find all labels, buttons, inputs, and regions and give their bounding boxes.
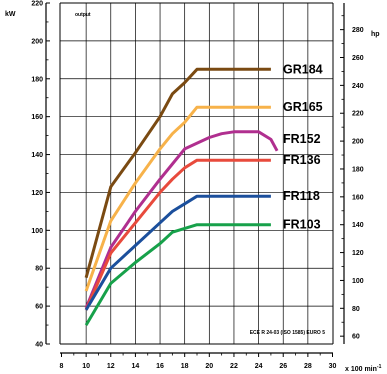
bottom-tick-label-10: 10: [82, 363, 90, 370]
right-tick-label-120: 120: [352, 250, 364, 257]
left-tick-label-120: 120: [31, 190, 43, 197]
standard-footnote: ECE R 24-03 (ISO 1585) EURO 5: [250, 330, 326, 336]
right-tick-label-220: 220: [352, 111, 364, 118]
right-tick-label-180: 180: [352, 166, 364, 173]
right-tick-label-260: 260: [352, 55, 364, 62]
bottom-tick-label-8: 8: [60, 363, 64, 370]
right-tick-label-200: 200: [352, 139, 364, 146]
left-tick-label-100: 100: [31, 228, 43, 235]
right-tick-label-80: 80: [352, 306, 360, 313]
series-label-fr152: FR152: [283, 132, 321, 146]
right-tick-label-280: 280: [352, 27, 364, 34]
output-annotation: output: [75, 12, 91, 18]
bottom-tick-label-30: 30: [329, 363, 337, 370]
series-line-gr165: [84, 105, 271, 292]
left-tick-label-220: 220: [31, 1, 43, 8]
right-tick-label-240: 240: [352, 83, 364, 90]
x-axis-unit: x 100 min-1: [345, 364, 382, 373]
series-label-fr103: FR103: [283, 218, 321, 232]
series-line-fr152: [84, 130, 279, 309]
left-axis-unit: kW: [5, 11, 16, 18]
left-tick-label-60: 60: [35, 304, 43, 311]
left-tick-label-80: 80: [35, 266, 43, 273]
bottom-tick-label-28: 28: [304, 363, 312, 370]
x-axis-unit-prefix: x 100 min: [345, 366, 377, 373]
right-tick-label-100: 100: [352, 278, 364, 285]
x-axis-unit-sup: -1: [377, 364, 382, 370]
right-tick-label-160: 160: [352, 194, 364, 201]
left-tick-label-160: 160: [31, 114, 43, 121]
bottom-tick-label-16: 16: [156, 363, 164, 370]
bottom-tick-label-24: 24: [255, 363, 263, 370]
series-line-fr136: [84, 158, 271, 311]
left-tick-label-40: 40: [35, 342, 43, 349]
bottom-tick-label-12: 12: [107, 363, 115, 370]
right-tick-label-140: 140: [352, 222, 364, 229]
series-label-fr118: FR118: [283, 189, 320, 203]
left-tick-label-180: 180: [31, 76, 43, 83]
series-lines: [84, 67, 279, 326]
bottom-tick-label-26: 26: [279, 363, 287, 370]
series-line-gr184: [84, 67, 271, 279]
series-labels: GR184 GR165 FR152 FR136 FR118 FR103: [283, 62, 323, 231]
series-label-fr136: FR136: [283, 153, 321, 167]
bottom-tick-label-22: 22: [230, 363, 238, 370]
bottom-tick-label-20: 20: [205, 363, 213, 370]
bottom-tick-label-14: 14: [132, 363, 140, 370]
left-tick-label-140: 140: [31, 152, 43, 159]
series-line-fr118: [84, 194, 271, 311]
right-axis-unit: hp: [371, 31, 380, 38]
series-line-fr103: [84, 223, 271, 326]
right-tick-label-60: 60: [352, 334, 360, 341]
series-label-gr184: GR184: [283, 62, 323, 76]
left-tick-label-200: 200: [31, 38, 43, 45]
axes: 40 60 80 100 120 140 160 180 200 220 60 80 100 120 140…: [31, 1, 363, 371]
bottom-tick-label-18: 18: [181, 363, 189, 370]
series-label-gr165: GR165: [283, 100, 323, 114]
